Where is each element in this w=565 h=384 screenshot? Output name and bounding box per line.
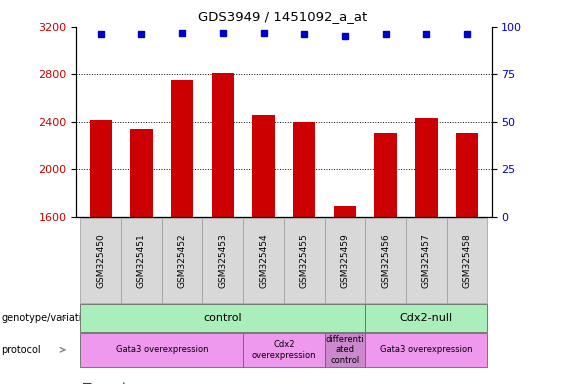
Text: genotype/variation: genotype/variation — [1, 313, 94, 323]
Text: GSM325454: GSM325454 — [259, 233, 268, 288]
Bar — [293, 122, 315, 217]
Text: ■: ■ — [82, 382, 93, 384]
Bar — [415, 118, 438, 217]
Bar — [130, 129, 153, 217]
Text: Gata3 overexpression: Gata3 overexpression — [380, 345, 473, 354]
Text: GSM325451: GSM325451 — [137, 233, 146, 288]
Text: protocol: protocol — [1, 345, 41, 355]
Text: GSM325457: GSM325457 — [422, 233, 431, 288]
Text: GSM325458: GSM325458 — [463, 233, 472, 288]
Bar — [253, 115, 275, 217]
Text: control: control — [203, 313, 242, 323]
Bar — [212, 73, 234, 217]
Bar — [89, 119, 112, 217]
Bar — [375, 132, 397, 217]
Text: GSM325452: GSM325452 — [177, 233, 186, 288]
Text: differenti
ated
control: differenti ated control — [325, 335, 364, 365]
Bar — [334, 206, 356, 217]
Text: GSM325459: GSM325459 — [341, 233, 350, 288]
Text: GSM325450: GSM325450 — [96, 233, 105, 288]
Bar — [456, 132, 479, 217]
Text: GSM325456: GSM325456 — [381, 233, 390, 288]
Text: count: count — [98, 382, 127, 384]
Text: GDS3949 / 1451092_a_at: GDS3949 / 1451092_a_at — [198, 10, 367, 23]
Text: GSM325453: GSM325453 — [218, 233, 227, 288]
Bar — [171, 80, 193, 217]
Text: Gata3 overexpression: Gata3 overexpression — [115, 345, 208, 354]
Text: Cdx2-null: Cdx2-null — [400, 313, 453, 323]
Text: Cdx2
overexpression: Cdx2 overexpression — [251, 340, 316, 359]
Text: GSM325455: GSM325455 — [300, 233, 308, 288]
